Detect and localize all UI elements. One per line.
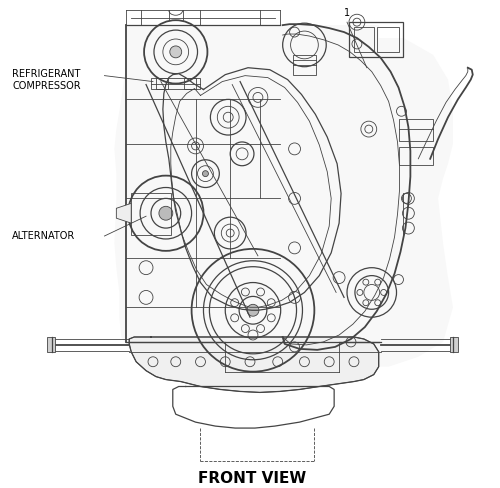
Text: COMPRESSOR: COMPRESSOR: [12, 81, 81, 90]
Text: ALTERNATOR: ALTERNATOR: [12, 231, 76, 241]
Bar: [398, 147, 433, 165]
Circle shape: [247, 305, 259, 317]
Bar: [354, 28, 374, 53]
Bar: [151, 79, 200, 90]
Polygon shape: [114, 26, 453, 382]
Polygon shape: [116, 204, 131, 224]
Bar: [184, 79, 196, 90]
Text: REFRIGERANT: REFRIGERANT: [12, 69, 81, 79]
Bar: [398, 120, 433, 142]
Circle shape: [202, 171, 208, 177]
Bar: [156, 79, 168, 90]
Circle shape: [159, 207, 173, 221]
Bar: [47, 337, 55, 352]
Polygon shape: [129, 337, 378, 393]
Bar: [450, 337, 458, 352]
Bar: [131, 194, 171, 236]
Text: FRONT VIEW: FRONT VIEW: [198, 470, 306, 485]
Circle shape: [170, 47, 181, 59]
Bar: [376, 28, 398, 53]
Bar: [349, 23, 404, 58]
Text: 1: 1: [344, 8, 350, 18]
Bar: [292, 56, 316, 76]
